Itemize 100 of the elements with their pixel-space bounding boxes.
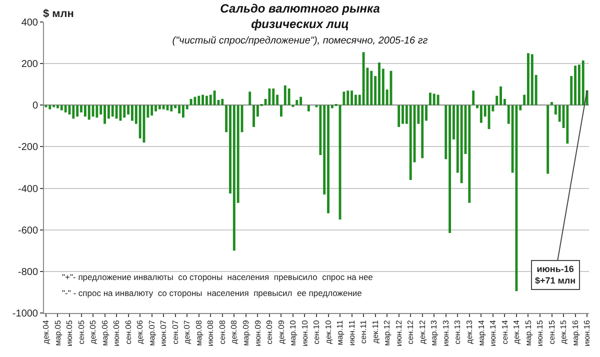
bar (88, 105, 90, 120)
bar (198, 96, 200, 106)
y-axis-title: $ млн (43, 8, 74, 20)
y-tick-label: -400 (18, 184, 38, 195)
bar (104, 105, 106, 124)
x-tick-label: мар.06 (100, 320, 110, 346)
x-tick-label: дек.11 (370, 320, 380, 344)
x-tick-label: сен.10 (312, 320, 322, 344)
x-tick-label: июн.16 (582, 320, 592, 346)
x-tick-label: дек.06 (136, 320, 145, 344)
bar (56, 105, 59, 108)
bar (111, 105, 114, 117)
x-tick-label: мар.13 (430, 320, 439, 346)
bar (268, 88, 271, 106)
bar (272, 88, 275, 106)
bar (190, 98, 192, 106)
x-tick-label: дек.12 (418, 320, 427, 344)
bar (296, 100, 298, 106)
text: ("чистый спрос/предложение"), помесячно, 2005-16 гг (172, 36, 428, 47)
x-tick-label: июн.15 (536, 320, 545, 346)
annotation: июнь-16 $+71 млн (535, 264, 576, 286)
x-tick-label: мар.05 (53, 320, 62, 346)
x-tick-label: сен.06 (124, 320, 133, 344)
x-tick-label: мар.16 (570, 320, 580, 346)
bar (327, 105, 330, 214)
bar (123, 105, 126, 118)
bar (138, 105, 142, 138)
bar (480, 105, 482, 123)
bar (307, 105, 310, 112)
x-tick-label: мар.12 (382, 320, 392, 346)
bar (354, 94, 357, 106)
x-tick-label: июн.06 (112, 320, 122, 346)
bar (170, 105, 173, 112)
y-tick-label: 0 (32, 100, 38, 112)
bar (60, 105, 63, 110)
bar (421, 105, 424, 158)
bar (370, 70, 373, 106)
bar (472, 90, 475, 106)
x-tick-label: сен.15 (547, 320, 556, 344)
x-tick-label: мар.15 (524, 320, 533, 346)
bar (566, 105, 569, 144)
x-tick-label: дек.13 (465, 320, 474, 344)
x-tick-label: дек.07 (182, 320, 192, 344)
bar (182, 105, 184, 118)
bar (378, 62, 380, 106)
bar (194, 96, 196, 106)
bar (232, 105, 236, 251)
bar (178, 105, 180, 114)
bar (64, 105, 67, 112)
bar (288, 88, 290, 106)
bar (150, 105, 154, 116)
bar (248, 92, 252, 106)
bar (96, 105, 98, 118)
x-tick-label: сен.09 (265, 320, 274, 344)
bar (131, 105, 134, 121)
annotation: "+"- предложение инвалюты со стороны населения превысило спрос на нее (62, 272, 374, 282)
bar (550, 102, 553, 106)
x-tick-label: сен.08 (218, 320, 227, 344)
bar (252, 105, 255, 127)
y-tick-label: -1000 (12, 308, 38, 320)
x-tick-label: мар.07 (147, 320, 156, 346)
x-tick-label: июн.12 (394, 320, 404, 346)
bar (300, 96, 302, 106)
x-tick-label: мар.10 (288, 320, 298, 346)
x-tick-label: мар.14 (476, 320, 486, 346)
bar (448, 105, 452, 233)
bar (213, 90, 216, 106)
bar (48, 105, 52, 110)
bar (158, 105, 161, 110)
y-tick-label: 400 (21, 18, 38, 28)
bar (574, 66, 576, 106)
bar (527, 53, 530, 106)
bar (209, 94, 212, 106)
bar (578, 64, 580, 106)
bar (582, 60, 584, 106)
x-tick-label: дек.14 (512, 320, 522, 344)
bar (468, 105, 471, 203)
annotation: "-" - спрос на инвалюту со стороны населения превысил ее предложение (62, 288, 362, 298)
x-tick-label: дек.15 (559, 320, 568, 344)
x-tick-label: сен.14 (500, 320, 510, 344)
x-tick-label: сен.12 (406, 320, 416, 344)
bar (346, 90, 350, 106)
y-tick-label: 200 (21, 59, 38, 70)
bar (84, 105, 86, 117)
chart-title: Сальдо валютного рынка физических лиц (220, 1, 380, 32)
bar (530, 54, 534, 106)
y-tick-label: -200 (18, 142, 38, 154)
x-tick-label: дек.04 (42, 320, 51, 344)
x-tick-label: июн.08 (206, 320, 216, 346)
x-tick-label: дек.08 (230, 320, 239, 344)
y-tick-label: -600 (18, 225, 38, 236)
x-tick-label: июн.10 (300, 320, 310, 346)
x-tick-label: июн.11 (347, 320, 356, 346)
x-tick-label: сен.11 (359, 320, 368, 344)
bar (115, 105, 118, 119)
bar (119, 105, 122, 121)
bar (202, 94, 204, 106)
x-tick-label: июн.13 (441, 320, 450, 346)
bar (398, 105, 400, 127)
bar (76, 105, 79, 117)
